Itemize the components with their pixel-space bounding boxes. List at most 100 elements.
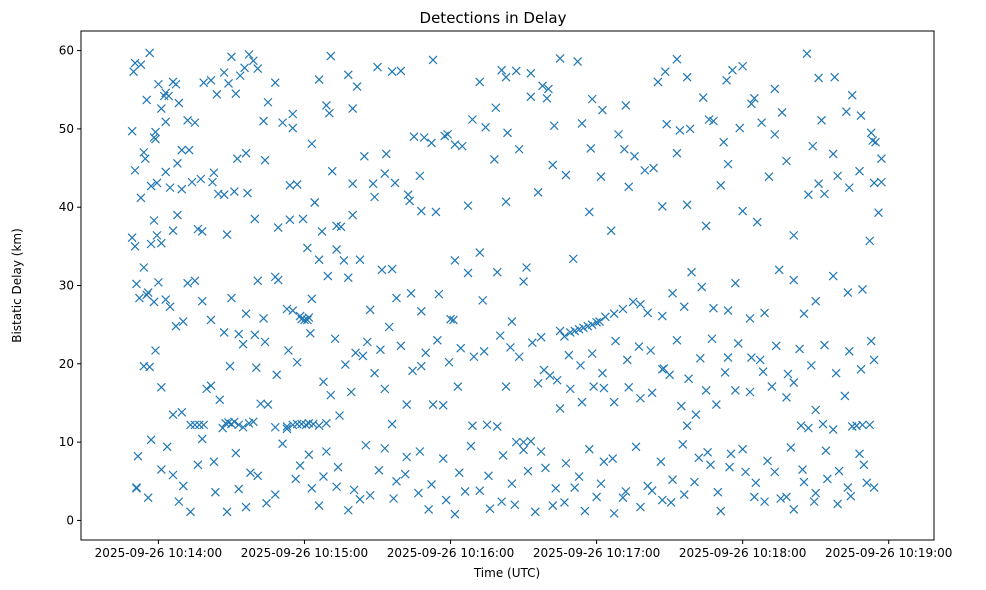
plot-area [80, 30, 935, 541]
data-point-194 [406, 288, 416, 298]
data-point-188 [332, 245, 342, 254]
data-point-169 [197, 296, 207, 306]
data-point-35 [259, 116, 269, 126]
data-point-21 [183, 115, 193, 125]
data-point-89 [130, 241, 140, 251]
data-point-261 [282, 422, 292, 431]
data-point-522 [291, 474, 301, 484]
data-point-114 [302, 243, 312, 253]
data-point-403 [757, 118, 767, 128]
data-point-562 [798, 465, 807, 474]
data-point-53 [419, 133, 429, 142]
data-point-26 [219, 68, 229, 77]
data-point-505 [795, 344, 805, 354]
data-point-526 [349, 485, 359, 495]
data-point-367 [599, 457, 609, 467]
data-point-326 [146, 435, 156, 445]
data-point-43 [321, 100, 331, 110]
data-point-203 [522, 263, 531, 272]
data-point-4 [136, 60, 146, 70]
data-point-338 [282, 424, 292, 434]
data-point-206 [560, 331, 569, 341]
data-point-485 [552, 375, 562, 385]
data-point-268 [314, 421, 324, 431]
data-point-452 [151, 134, 160, 144]
data-point-462 [283, 346, 293, 355]
data-point-405 [735, 123, 745, 133]
data-point-422 [503, 128, 512, 138]
data-point-109 [241, 148, 251, 158]
data-point-379 [741, 467, 751, 477]
data-point-514 [162, 442, 172, 452]
data-point-217 [618, 304, 628, 314]
data-point-489 [598, 368, 607, 378]
data-point-506 [806, 360, 816, 370]
data-point-388 [833, 499, 843, 509]
data-point-567 [859, 460, 869, 470]
data-point-312 [782, 393, 791, 402]
data-point-160 [139, 263, 149, 272]
data-point-356 [485, 504, 495, 514]
data-point-147 [764, 172, 774, 182]
data-point-418 [549, 121, 559, 131]
data-point-434 [359, 151, 369, 161]
data-point-292 [565, 384, 575, 394]
data-point-513 [143, 493, 153, 503]
data-point-464 [305, 328, 315, 338]
data-point-455 [202, 384, 212, 394]
data-point-308 [730, 386, 740, 395]
data-point-139 [657, 201, 667, 211]
data-point-201 [492, 267, 502, 277]
data-point-342 [321, 447, 331, 456]
data-point-304 [691, 410, 701, 420]
y-axis-ticks: 0 10 20 30 40 50 60 [59, 44, 81, 527]
data-point-531 [415, 447, 425, 456]
data-point-392 [869, 483, 879, 492]
data-point-480 [495, 331, 505, 341]
data-point-533 [441, 495, 451, 505]
data-point-384 [789, 505, 799, 514]
data-point-350 [413, 488, 423, 498]
data-point-432 [381, 149, 391, 159]
data-point-278 [416, 361, 426, 371]
data-point-347 [380, 443, 390, 453]
data-point-527 [361, 440, 371, 450]
data-point-394 [876, 177, 886, 187]
data-point-128 [475, 248, 485, 258]
data-point-174 [241, 309, 251, 319]
data-point-74 [698, 93, 708, 102]
data-point-27 [224, 79, 233, 88]
data-point-419 [542, 93, 552, 103]
data-point-108 [229, 187, 239, 196]
data-point-537 [498, 451, 508, 460]
data-point-42 [314, 75, 324, 84]
data-point-478 [469, 352, 479, 362]
x-tick-label-1: 2025-09-26 10:15:00 [241, 546, 368, 560]
data-point-364 [570, 483, 580, 492]
data-point-429 [415, 171, 425, 181]
data-point-270 [326, 390, 336, 400]
data-point-359 [519, 445, 528, 455]
data-point-375 [694, 453, 704, 463]
data-point-498 [707, 334, 717, 344]
data-point-315 [803, 423, 813, 433]
data-point-323 [865, 420, 875, 430]
data-point-156 [865, 236, 875, 246]
data-point-340 [307, 483, 317, 493]
data-point-107 [222, 230, 232, 240]
data-point-93 [149, 216, 159, 225]
data-point-76 [722, 75, 732, 85]
data-point-78 [738, 61, 748, 71]
data-point-410 [662, 119, 672, 129]
data-point-161 [143, 288, 153, 297]
data-point-541 [548, 501, 558, 510]
data-point-110 [253, 276, 263, 286]
data-point-439 [298, 214, 308, 224]
data-point-362 [551, 483, 561, 493]
data-point-97 [165, 183, 175, 193]
y-axis-label: Bistatic Delay (km) [10, 228, 24, 343]
data-point-45 [326, 51, 336, 61]
y-tick-label-1: 10 [59, 435, 74, 449]
data-point-16 [164, 91, 174, 101]
data-point-538 [510, 500, 520, 510]
